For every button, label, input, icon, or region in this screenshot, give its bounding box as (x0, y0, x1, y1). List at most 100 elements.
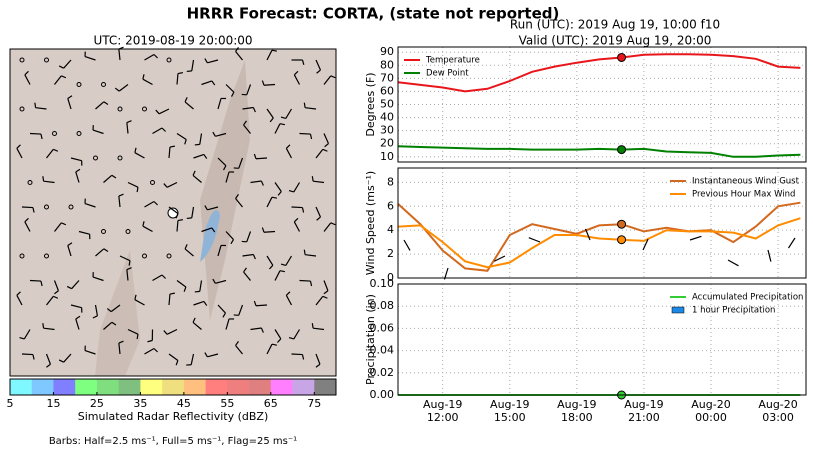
calm-marker (19, 253, 25, 259)
wind-barb (274, 329, 282, 340)
wind-barb (207, 206, 219, 211)
wind-barb (238, 304, 244, 316)
map-frame (9, 48, 337, 377)
wind-barb-flag (175, 213, 179, 219)
wind-barb-flag (309, 133, 313, 140)
wind-barb-flag (61, 75, 67, 79)
wind-barb-flag (106, 308, 112, 313)
wind-barb (71, 280, 80, 290)
wind-barb-flag (212, 131, 216, 137)
lake (200, 210, 220, 262)
axes-frame (397, 46, 807, 163)
wind-barb (92, 129, 104, 135)
wind-barb-flag (24, 217, 29, 223)
wind-barb (242, 106, 254, 110)
y-axis-label: Precipitation (in) (364, 294, 377, 385)
wind-barb (285, 295, 293, 306)
wind-barb-flag (235, 341, 239, 346)
wind-barb-flag (279, 270, 286, 273)
wind-barb (528, 237, 541, 243)
x-tick-label: Aug-20 03:00 (758, 398, 797, 424)
wind-barb-flag (75, 168, 81, 173)
wind-barb (78, 230, 90, 235)
wind-barb-flag (288, 190, 294, 193)
run-time: Run (UTC): 2019 Aug 19, 10:00 f10 (510, 18, 720, 32)
wind-barb-flag (186, 70, 192, 73)
wind-barb (190, 353, 195, 365)
wind-barb-flag (330, 75, 336, 79)
wind-barb-flag (142, 221, 145, 227)
wind-barb (315, 353, 321, 365)
wind-barb-flag (260, 327, 264, 333)
y-tick-label: 40 (380, 111, 394, 124)
wind-barb (127, 181, 139, 188)
wind-barb-flag (280, 263, 286, 267)
series-line (397, 145, 801, 158)
wind-barb (63, 59, 72, 69)
map-title: UTC: 2019-08-19 20:00:00 (93, 34, 252, 48)
wind-barb (46, 148, 54, 159)
calm-marker (68, 204, 74, 210)
wind-barb (266, 108, 274, 119)
wind-barb (323, 222, 332, 232)
series-line (397, 201, 801, 272)
wind-barb (787, 237, 796, 249)
colorbar-label: Simulated Radar Reflectivity (dBZ) (78, 410, 269, 423)
wind-barb (255, 304, 268, 307)
wind-barb-flag (253, 300, 257, 306)
wind-barb (70, 157, 82, 162)
wind-barb-flag (279, 123, 286, 126)
wind-barb (255, 157, 268, 160)
y-tick-label: 0.02 (370, 366, 395, 379)
wind-barb-flag (118, 193, 124, 197)
wind-barb (235, 345, 243, 355)
wind-barb (207, 353, 219, 358)
wind-barb-flag (204, 58, 208, 64)
series-line (397, 217, 801, 269)
y-tick-label: 30 (380, 124, 394, 137)
wind-barb (285, 108, 293, 119)
wind-barb-flag (301, 354, 305, 360)
wind-barb-flag (184, 97, 188, 103)
colorbar-bin (118, 379, 141, 395)
wind-barb (191, 206, 195, 218)
wind-barb-flag (66, 285, 72, 290)
valid-time: Valid (UTC): 2019 Aug 19, 20:00 (519, 34, 712, 48)
wind-barb-flag (75, 315, 81, 320)
colorbar-frame (9, 378, 337, 396)
wind-barb (266, 49, 273, 61)
x-tick-label: Aug-19 18:00 (557, 398, 596, 424)
wind-barb (217, 304, 226, 314)
wind-barb-flag (175, 360, 179, 366)
x-tick-label: Aug-19 21:00 (624, 398, 663, 424)
wind-barb-flag (163, 330, 168, 335)
wind-barb-flag (24, 70, 29, 76)
wind-barb (315, 148, 324, 159)
wind-barb (166, 328, 178, 335)
wind-barb (142, 225, 153, 233)
wind-barb (63, 353, 72, 363)
y-tick-label: 0.06 (370, 321, 395, 334)
wind-barb (176, 132, 187, 140)
wind-barb (246, 84, 252, 96)
wind-barb-flag (316, 69, 321, 74)
y-axis-label: Wind Speed (ms⁻¹) (364, 171, 377, 275)
wind-barb (118, 195, 121, 208)
wind-barb-flag (114, 87, 120, 92)
wind-barb (266, 343, 273, 355)
wind-barb (215, 132, 227, 137)
y-tick-label: 0.08 (370, 299, 395, 312)
wind-barb (43, 180, 55, 184)
calm-marker (142, 253, 147, 259)
colorbar-bin (53, 379, 76, 395)
wind-barb-flag (103, 248, 109, 253)
wind-barb (16, 148, 23, 159)
wind-barb-flag (293, 217, 299, 223)
wind-barb-flag (19, 337, 25, 340)
wind-barb-flag (184, 139, 187, 145)
wind-barb (225, 171, 230, 183)
legend-label: Instantaneous Wind Gust (692, 177, 800, 187)
wind-barb (184, 248, 194, 257)
wind-barb-flag (211, 80, 216, 86)
calm-marker (76, 131, 82, 136)
